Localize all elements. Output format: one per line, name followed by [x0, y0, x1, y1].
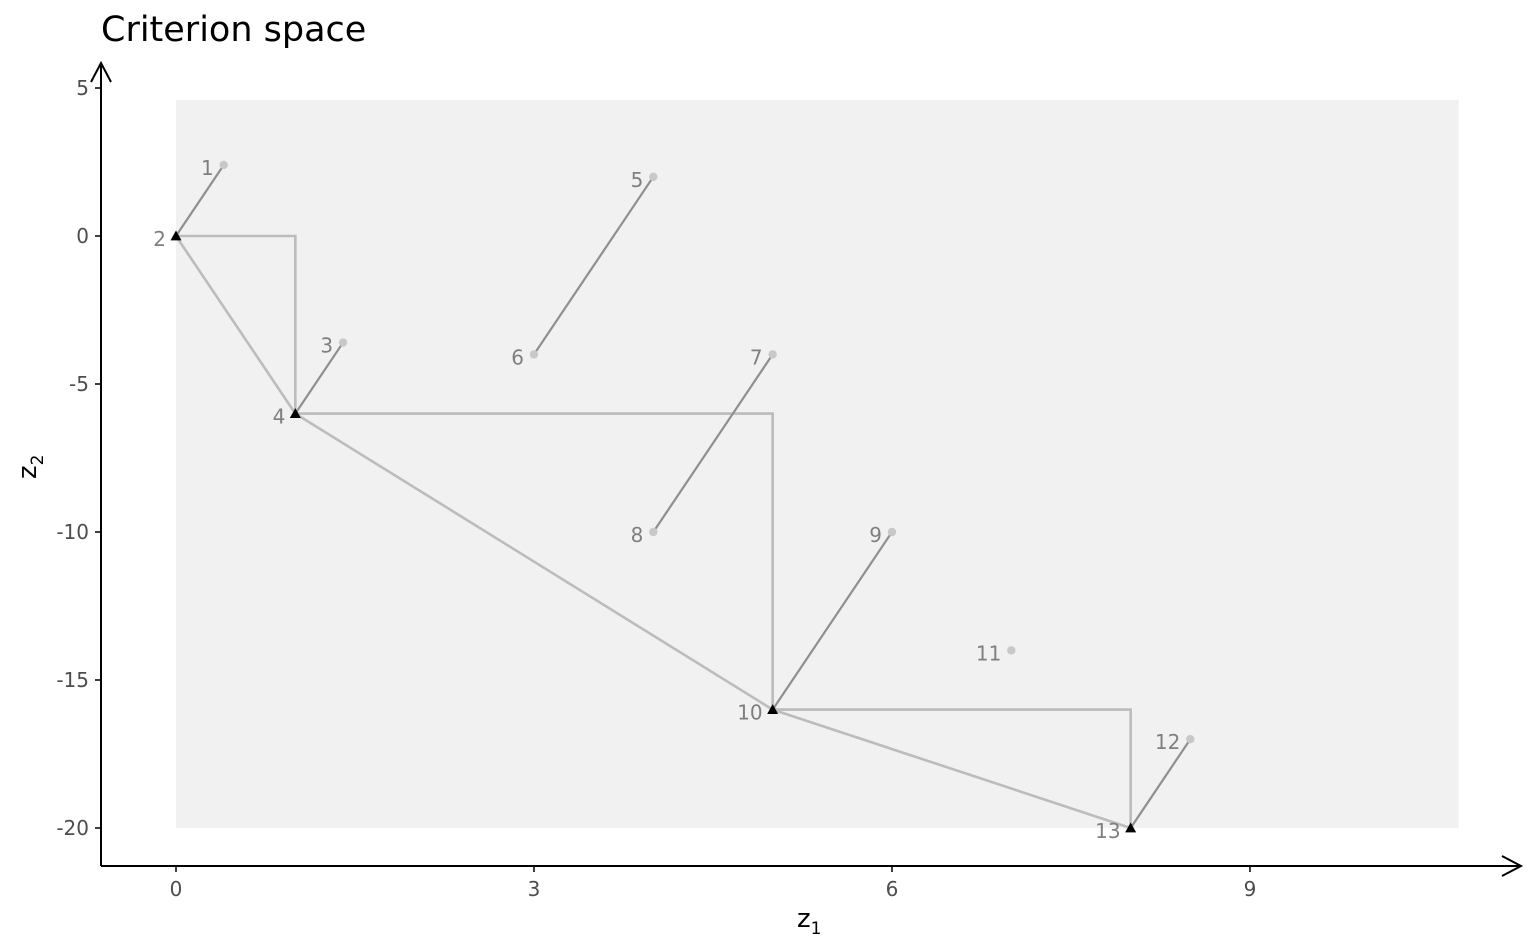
x-tick-label-0: 0 [170, 877, 183, 901]
triangle-point-10 [767, 704, 779, 714]
y-tick-label-0: 0 [76, 224, 89, 248]
point-3 [338, 338, 348, 347]
point-label-2: 2 [153, 227, 166, 251]
staircase-line [176, 234, 1132, 828]
segment-5-6 [533, 176, 655, 356]
point-7 [768, 350, 777, 359]
segment-3-4 [294, 341, 344, 415]
shaded-region [176, 99, 1459, 829]
point-label-3: 3 [320, 334, 333, 358]
point-9 [887, 527, 897, 537]
segment-1-2 [175, 164, 225, 237]
x-tick-label-9: 9 [1244, 877, 1257, 901]
point-label-8: 8 [631, 523, 644, 547]
point-8 [649, 527, 658, 537]
point-label-1: 1 [201, 156, 214, 180]
x-axis-arrow [1501, 855, 1524, 877]
point-label-12: 12 [1155, 730, 1180, 754]
triangle-point-2 [170, 230, 182, 241]
y-axis-label-sub: 2 [28, 455, 48, 466]
point-1 [219, 160, 228, 170]
point-12 [1186, 735, 1195, 744]
point-label-11: 11 [976, 641, 1001, 665]
triangle-point-13 [1125, 822, 1137, 833]
point-label-7: 7 [750, 345, 763, 369]
y-tick-label--5: -5 [69, 372, 89, 396]
y-tick-label--20: -20 [56, 816, 89, 840]
x-axis-label-sub: 1 [811, 919, 822, 939]
point-6 [529, 350, 539, 359]
point-label-5: 5 [631, 168, 644, 192]
chart-title: Criterion space [101, 10, 366, 50]
segment-12-13 [1129, 738, 1192, 829]
x-axis-label: z1 [797, 904, 821, 939]
x-axis-label-main: z [797, 904, 811, 934]
point-11 [1007, 646, 1016, 655]
x-tick-label-3: 3 [528, 877, 541, 901]
point-5 [649, 172, 658, 181]
point-label-10: 10 [737, 701, 762, 725]
x-tick-label-6: 6 [886, 877, 899, 901]
triangle-point-4 [289, 408, 301, 418]
segment-9-10 [771, 531, 893, 711]
y-axis-label-main: z [13, 465, 43, 479]
y-tick-label-5: 5 [76, 76, 89, 100]
hull-line [174, 235, 1132, 830]
point-label-13: 13 [1095, 819, 1120, 843]
y-axis-arrow [90, 60, 112, 83]
y-axis-label: z2 [13, 455, 48, 479]
point-label-9: 9 [869, 523, 882, 547]
point-label-4: 4 [273, 405, 286, 429]
y-tick-label--10: -10 [56, 520, 89, 544]
y-tick-label--15: -15 [56, 668, 89, 692]
point-label-6: 6 [511, 345, 524, 369]
segment-7-8 [652, 353, 774, 533]
